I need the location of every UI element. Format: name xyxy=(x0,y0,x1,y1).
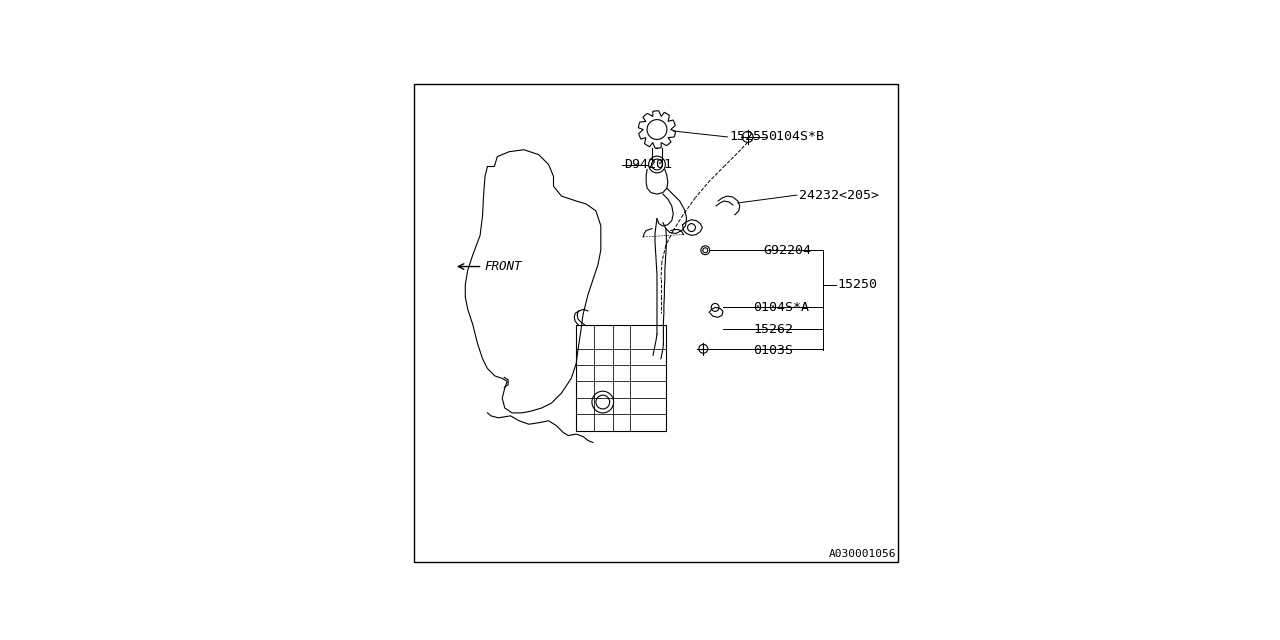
Bar xyxy=(576,324,666,431)
Text: A030001056: A030001056 xyxy=(829,548,896,559)
Text: D94201: D94201 xyxy=(623,158,672,171)
Text: FRONT: FRONT xyxy=(485,260,522,273)
Text: 15255: 15255 xyxy=(728,131,769,143)
Text: 0103S: 0103S xyxy=(754,344,794,357)
Text: 0104S*A: 0104S*A xyxy=(754,301,809,314)
Text: 15262: 15262 xyxy=(754,323,794,335)
Text: 0104S*B: 0104S*B xyxy=(768,131,824,143)
Text: 24232<205>: 24232<205> xyxy=(799,189,879,202)
Text: G92204: G92204 xyxy=(763,244,812,257)
Text: 15250: 15250 xyxy=(837,278,877,291)
